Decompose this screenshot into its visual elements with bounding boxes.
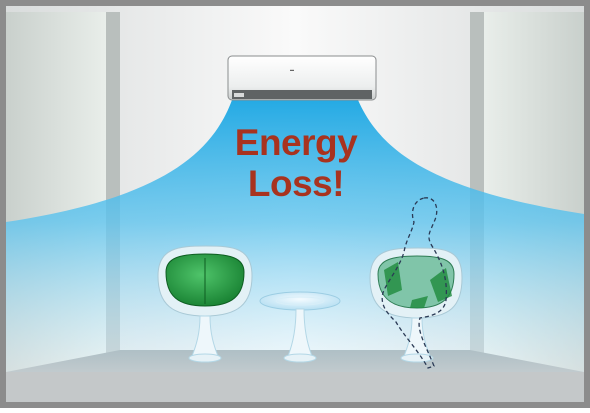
- air-conditioner-icon: [227, 55, 377, 101]
- ac-brand-mark: ▬: [290, 67, 294, 72]
- energy-loss-headline: Energy Loss!: [206, 122, 386, 204]
- egg-chair-icon: [157, 245, 253, 363]
- round-side-table-icon: [259, 291, 341, 363]
- floor-front: [6, 372, 584, 402]
- dashed-person-outline-icon: [381, 197, 448, 369]
- headline-line-2: Loss!: [247, 163, 345, 204]
- headline-line-1: Energy: [234, 122, 358, 163]
